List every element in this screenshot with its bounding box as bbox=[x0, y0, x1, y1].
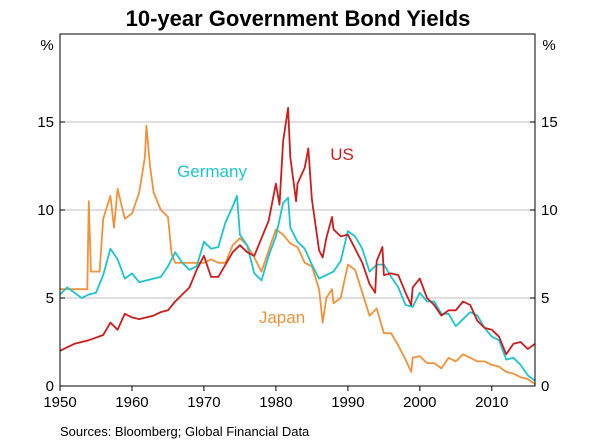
y-unit-left: % bbox=[40, 37, 53, 54]
series-label-japan: Japan bbox=[259, 308, 305, 327]
y-tick-label-right: 0 bbox=[541, 378, 549, 395]
x-tick-label: 1970 bbox=[187, 394, 220, 411]
source-note: Sources: Bloomberg; Global Financial Dat… bbox=[60, 424, 310, 439]
chart-title: 10-year Government Bond Yields bbox=[126, 6, 471, 31]
series-label-germany: Germany bbox=[177, 162, 247, 181]
series-line-germany bbox=[59, 194, 536, 382]
series-labels: Japan Germany US bbox=[177, 145, 354, 327]
x-tick-label: 1950 bbox=[43, 394, 76, 411]
y-tick-label-right: 15 bbox=[541, 114, 558, 131]
series-line-japan bbox=[60, 124, 536, 385]
x-tick-label: 2010 bbox=[475, 394, 508, 411]
y-tick-label-left: 10 bbox=[37, 202, 54, 219]
y-tick-label-left: 15 bbox=[37, 114, 54, 131]
x-tick-label: 2000 bbox=[403, 394, 436, 411]
x-tick-label: 1960 bbox=[115, 394, 148, 411]
series-line-us bbox=[59, 107, 536, 356]
y-tick-label-left: 0 bbox=[46, 378, 54, 395]
gridlines bbox=[60, 121, 535, 299]
x-tick-label: 1990 bbox=[331, 394, 364, 411]
axis-tick-labels: 0 0 5 5 10 10 15 15 1950 1960 1970 1980 1990 2000 2010 bbox=[37, 114, 557, 411]
y-unit-right: % bbox=[542, 37, 555, 54]
y-tick-label-right: 10 bbox=[541, 202, 558, 219]
series-label-us: US bbox=[330, 145, 354, 164]
series-lines bbox=[59, 107, 536, 385]
x-tick-label: 1980 bbox=[259, 394, 292, 411]
y-tick-label-right: 5 bbox=[541, 290, 549, 307]
y-tick-label-left: 5 bbox=[46, 290, 54, 307]
